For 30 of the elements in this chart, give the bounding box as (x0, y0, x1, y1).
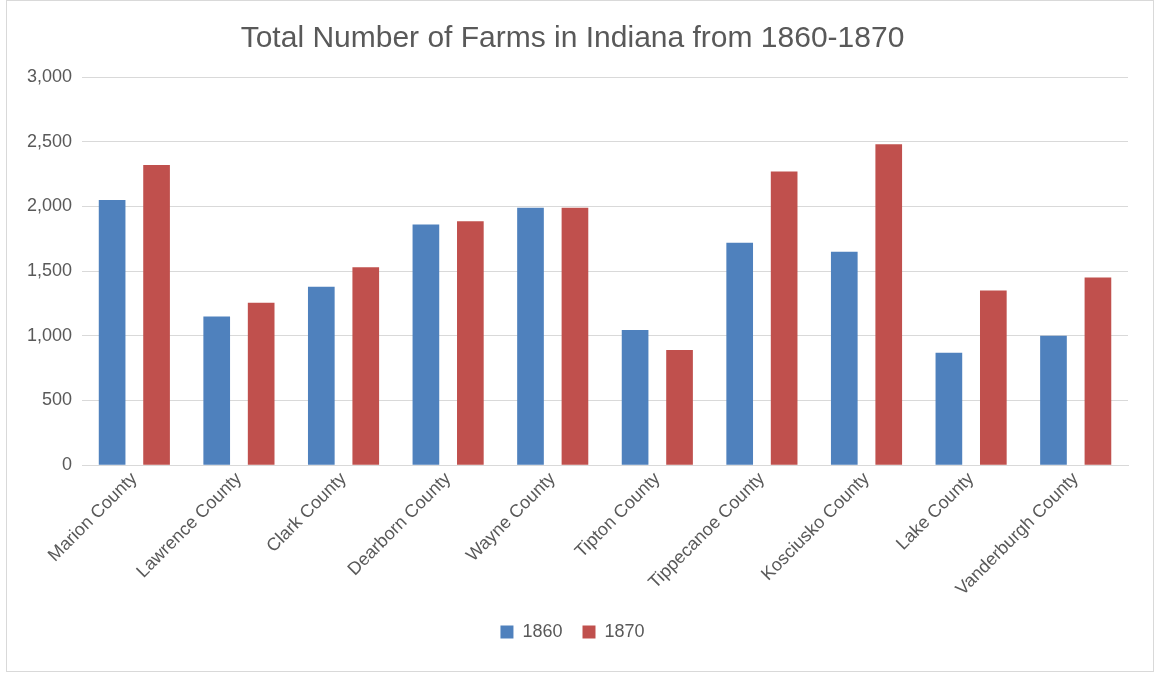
legend-label: 1860 (522, 620, 563, 641)
bar (770, 171, 798, 465)
y-tick-label: 2,500 (27, 130, 73, 151)
y-tick-label: 1,000 (27, 324, 73, 345)
bar (247, 302, 275, 465)
bar (830, 251, 858, 465)
bar (98, 199, 126, 465)
bar (666, 350, 693, 465)
bar (457, 221, 484, 465)
bar (517, 207, 544, 465)
bar (621, 329, 649, 465)
bar (935, 352, 963, 465)
bar (1040, 335, 1067, 465)
y-tick-label: 1,500 (27, 260, 73, 281)
bar (307, 286, 335, 465)
bar (980, 290, 1007, 465)
bar (561, 207, 589, 465)
y-tick-label: 3,000 (27, 65, 73, 86)
bar (1084, 277, 1112, 465)
bar (203, 316, 231, 465)
legend-label: 1870 (604, 620, 645, 641)
y-tick-label: 500 (42, 389, 73, 410)
bar (875, 144, 903, 465)
bar (352, 267, 380, 465)
y-tick-label: 2,000 (27, 195, 73, 216)
bar (726, 242, 754, 465)
bar (412, 224, 440, 465)
bar (143, 165, 170, 465)
chart-title: Total Number of Farms in Indiana from 1860-1870 (240, 20, 905, 54)
y-tick-label: 0 (62, 454, 73, 475)
